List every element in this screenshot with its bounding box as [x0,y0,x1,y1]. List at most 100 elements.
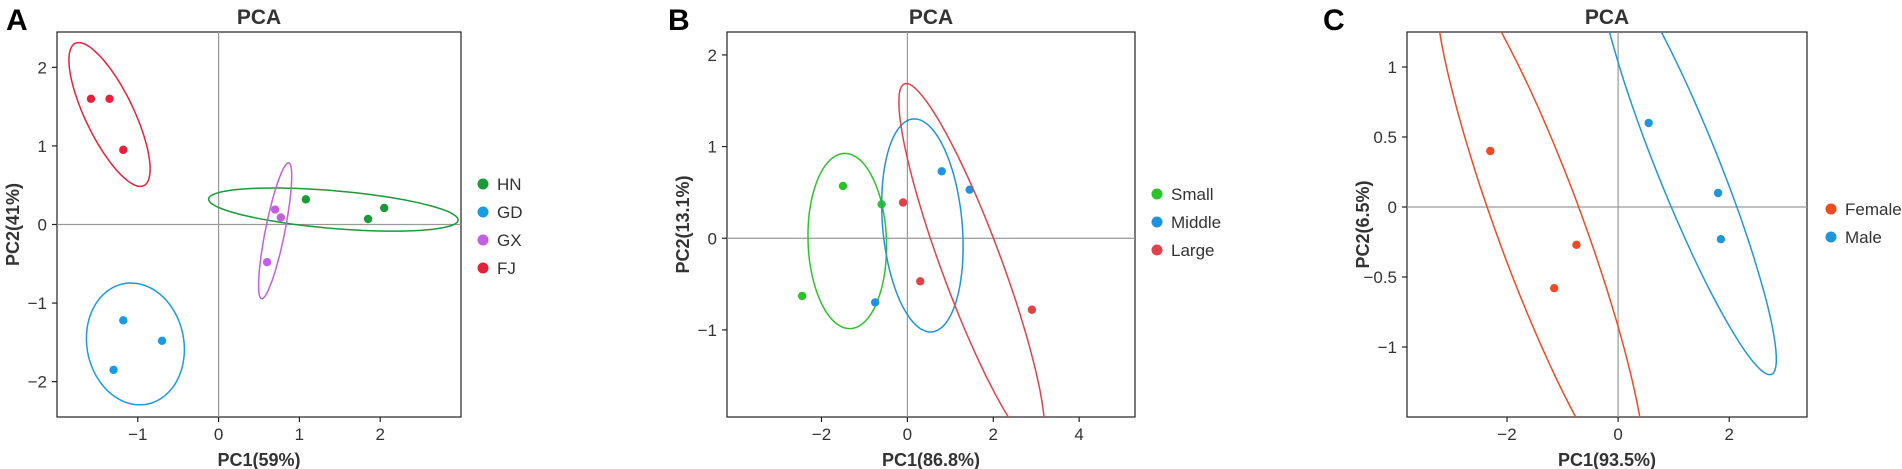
data-point-middle [870,298,880,307]
data-point-middle [937,167,946,176]
ellipse-fj [68,41,151,188]
legend-label-gd: GD [497,203,523,222]
x-tick-label: −2 [812,425,831,444]
legend-label-female: Female [1845,200,1902,219]
series-female [1438,32,1641,417]
y-axis-label: PC2(41%) [3,183,23,266]
x-axis-label: PC1(86.8%) [882,450,980,469]
x-tick-label: 4 [1074,425,1083,444]
data-point-large [1027,305,1037,314]
y-tick-label: 1 [708,138,717,157]
y-tick-label: 0.5 [1373,128,1397,147]
legend-swatch-small [1151,188,1163,200]
data-point-fj [105,94,114,103]
panel-letter: B [668,4,690,37]
y-tick-label: −2 [28,373,47,392]
panel-letter: A [6,4,28,37]
data-point-male [1716,235,1726,244]
data-point-male [1644,118,1653,128]
data-point-female [1550,284,1559,293]
data-point-gx [270,205,280,214]
legend-swatch-large [1151,244,1163,256]
data-point-fj [119,145,128,155]
x-tick-label: 1 [295,425,304,444]
panel-letter: C [1323,4,1345,37]
x-tick-label: 2 [375,425,384,444]
series-gx [257,162,293,300]
series-middle [870,118,974,333]
legend-swatch-fj [477,262,489,274]
ellipse-large [898,82,1045,417]
plot-frame [726,31,1136,418]
x-axis-label: PC1(59%) [217,450,300,469]
data-point-hn [380,203,389,213]
pca-panel-a: A PCA −1 0 1 2 −2 −1 0 1 2 PC1(59%) PC2(41%) HN GD GX FJ [3,4,523,469]
ellipse-gd [85,282,186,406]
y-tick-label: 1 [38,137,47,156]
plot-frame [1406,31,1808,418]
x-tick-label: 0 [903,425,912,444]
data-point-female [1486,146,1495,156]
y-tick-label: −1 [28,294,47,313]
x-tick-label: −2 [1497,425,1516,444]
data-point-gd [119,316,128,325]
legend-label-male: Male [1845,228,1882,247]
y-tick-label: −0.5 [1363,268,1397,287]
y-tick-label: −1 [698,321,717,340]
series-gd [85,282,186,406]
pca-panel-c: C PCA −2 0 2 −1 −0.5 0 0.5 1 PC1(93.5%) PC2(6.5%) Fe… [1323,4,1902,469]
chart-title: PCA [237,6,281,29]
data-point-female [1572,240,1581,249]
data-point-large [898,198,908,207]
y-tick-label: 2 [38,58,47,77]
ellipse-middle [880,118,964,333]
ellipse-gx [257,162,293,300]
x-tick-label: −1 [128,425,147,444]
series-fj [68,41,151,188]
legend-swatch-hn [477,178,489,190]
data-point-small [838,181,848,191]
legend-swatch-gd [477,206,489,218]
legend-label-gx: GX [497,231,522,250]
legend-label-middle: Middle [1171,213,1221,232]
legend-label-large: Large [1171,241,1214,260]
data-point-large [916,277,925,286]
y-tick-label: 1 [1388,58,1397,77]
y-tick-label: 0 [708,229,717,248]
data-point-hn [301,195,311,204]
x-tick-label: 0 [1613,425,1622,444]
x-axis-label: PC1(93.5%) [1558,450,1656,469]
x-tick-label: 2 [989,425,998,444]
y-axis-label: PC2(13.1%) [673,175,693,273]
y-tick-label: 2 [708,46,717,65]
ellipse-small [807,152,888,330]
legend-swatch-gx [477,234,489,246]
ellipse-male [1608,32,1778,376]
y-axis-label: PC2(6.5%) [1353,180,1373,268]
legend-swatch-middle [1151,216,1163,228]
data-point-gx [276,213,286,222]
data-point-hn [363,214,373,224]
chart-title: PCA [909,6,953,29]
x-tick-label: 2 [1724,425,1733,444]
x-tick-label: 0 [214,425,223,444]
legend-label-small: Small [1171,185,1214,204]
data-point-gx [262,258,272,267]
data-point-gd [157,336,167,345]
series-hn [207,187,459,232]
legend-label-hn: HN [497,175,522,194]
legend-label-fj: FJ [497,259,516,278]
series-male [1608,32,1778,376]
pca-panel-b: B PCA −2 0 2 4 −1 0 1 2 PC1(86.8%) PC2(13.1%) Small M… [668,4,1221,469]
y-tick-label: −1 [1378,338,1397,357]
y-tick-label: 0 [1388,198,1397,217]
data-point-male [1713,188,1723,198]
data-point-gd [109,365,118,375]
legend-swatch-female [1825,203,1837,215]
legend-swatch-male [1825,231,1837,243]
data-point-fj [86,94,96,103]
series-small [797,152,888,330]
series-large [898,82,1045,417]
ellipse-female [1438,32,1641,417]
